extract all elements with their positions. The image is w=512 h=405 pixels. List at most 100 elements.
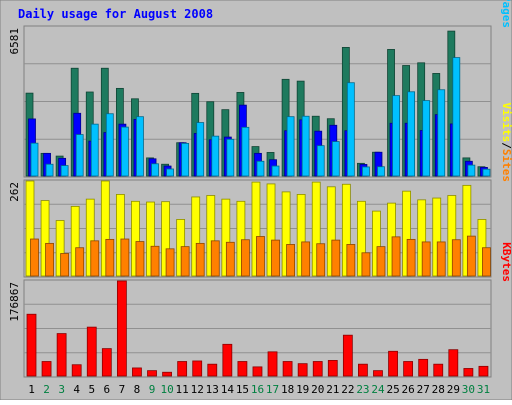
panel-legend: Visits/Sites [500,103,512,183]
bar-kbytes-day-5 [86,326,97,377]
bar-pages-day-16 [256,160,265,177]
day-label-30: 30 [462,383,475,396]
bar-pages-day-11 [181,142,190,177]
bar-pages-day-28 [437,89,446,177]
bar-pages-day-31 [482,168,491,177]
day-label-8: 8 [134,383,141,396]
bar-sites-day-1 [30,238,39,277]
day-label-4: 4 [73,383,80,396]
bar-sites-day-2 [45,242,54,277]
day-label-11: 11 [176,383,189,396]
bar-sites-day-17 [271,239,280,277]
bar-visits-day-5 [85,198,95,277]
bar-pages-day-22 [346,82,355,177]
bar-visits-day-8 [131,200,140,277]
legend-item-sites: Sites [500,149,512,182]
bar-kbytes-day-11 [177,361,188,377]
day-label-20: 20 [311,383,324,396]
bar-visits-day-3 [55,220,65,277]
bar-kbytes-day-19 [297,363,308,377]
panel-hits-files-pages: 6581 Hits/Files/Pages [8,0,512,178]
bar-kbytes-day-17 [267,351,278,377]
bar-pages-day-12 [196,122,205,177]
bar-visits-day-18 [281,191,291,277]
bar-sites-day-7 [120,238,130,277]
bar-sites-day-31 [482,247,491,277]
bar-pages-day-29 [452,57,461,177]
bar-kbytes-day-23 [358,363,368,377]
bar-pages-day-18 [286,116,295,177]
bar-visits-day-12 [191,196,201,277]
y-max-label: 176867 [8,282,21,322]
bar-visits-day-30 [462,184,472,277]
bar-sites-day-14 [225,241,235,277]
bar-sites-day-20 [316,243,326,277]
bar-sites-day-16 [256,236,265,277]
bar-kbytes-day-2 [41,361,52,377]
bar-pages-day-19 [301,115,310,177]
bar-sites-day-22 [346,244,356,277]
day-axis-labels: 1 2 3 4 5 6 7 8 9 10 11 12 13 14 15 16 17 18 19 20 21 22 23 24 2… [28,383,490,396]
bar-kbytes-day-18 [282,361,293,377]
bar-pages-day-24 [377,166,385,177]
day-label-22: 22 [341,383,354,396]
bar-pages-day-1 [30,142,39,177]
day-label-23: 23 [356,383,369,396]
bar-visits-day-7 [115,194,125,277]
bar-kbytes-day-20 [312,361,323,377]
bar-pages-day-27 [422,100,431,177]
bar-sites-day-18 [286,244,296,277]
bar-sites-day-29 [451,239,461,277]
day-label-19: 19 [296,383,309,396]
day-label-24: 24 [371,383,385,396]
bar-kbytes-day-6 [101,348,112,377]
bar-pages-day-14 [226,138,235,177]
day-label-15: 15 [236,383,249,396]
bar-sites-day-26 [406,238,416,277]
bar-sites-day-10 [165,248,175,277]
bar-kbytes-day-25 [388,350,398,377]
bar-sites-day-12 [195,242,205,277]
day-label-12: 12 [191,383,204,396]
bar-kbytes-day-27 [418,358,429,377]
bar-kbytes-day-4 [71,364,82,377]
bar-kbytes-day-13 [207,363,218,377]
bar-sites-day-28 [436,241,446,277]
bar-visits-day-2 [40,200,50,277]
bar-pages-day-8 [136,116,144,177]
bar-pages-day-15 [241,126,250,177]
bar-visits-day-16 [251,181,261,277]
bar-kbytes-day-29 [448,349,459,377]
day-label-5: 5 [88,383,95,396]
bar-visits-day-21 [326,186,336,277]
bar-sites-day-11 [180,246,190,277]
bar-kbytes-day-8 [132,367,142,377]
bar-kbytes-day-31 [478,365,489,377]
bar-visits-day-24 [372,210,381,277]
bar-pages-day-17 [271,165,280,177]
bar-sites-day-23 [361,252,371,277]
legend-item-kbytes: KBytes [500,242,512,282]
day-label-25: 25 [386,383,399,396]
bar-visits-day-28 [432,197,442,277]
day-label-28: 28 [432,383,445,396]
bar-sites-day-24 [376,246,386,277]
bar-pages-day-9 [151,163,159,177]
bar-visits-day-9 [146,201,155,277]
y-max-label: 6581 [8,28,21,55]
bar-kbytes-day-15 [237,361,248,377]
bar-pages-day-13 [211,135,220,177]
bar-pages-day-10 [166,168,174,177]
y-max-label: 262 [8,182,21,202]
day-label-3: 3 [58,383,65,396]
day-label-13: 13 [206,383,219,396]
bar-pages-day-4 [75,134,84,177]
bar-visits-day-6 [100,180,110,277]
bar-kbytes-day-1 [26,313,37,377]
bar-sites-day-4 [75,247,85,277]
bar-kbytes-day-7 [116,280,127,377]
day-label-17: 17 [266,383,279,396]
day-label-2: 2 [43,383,50,396]
bar-pages-day-26 [407,91,416,177]
